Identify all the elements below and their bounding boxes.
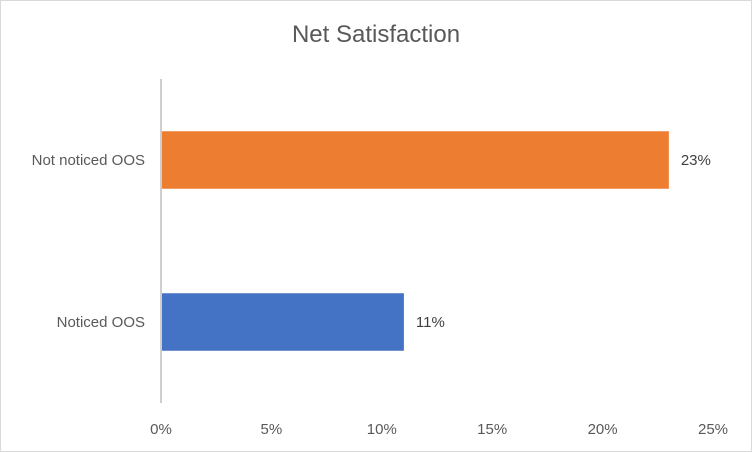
- bar-0: [162, 131, 669, 189]
- data-label-1: 11%: [416, 314, 445, 331]
- category-label-1: Noticed OOS: [57, 314, 145, 331]
- x-tick-label-0: 0%: [150, 421, 172, 438]
- x-axis-ticks: 0% 5% 10% 15% 20% 25%: [150, 421, 728, 438]
- category-label-0: Not noticed OOS: [32, 152, 145, 169]
- chart-title: Net Satisfaction: [291, 21, 461, 48]
- x-tick-label-2: 10%: [367, 421, 397, 438]
- x-tick-label-1: 5%: [261, 421, 283, 438]
- x-tick-label-4: 20%: [588, 421, 618, 438]
- bar-1: [162, 293, 404, 351]
- bars-layer: [162, 131, 669, 351]
- data-label-0: 23%: [681, 152, 711, 169]
- labels-layer: Not noticed OOS 23% Noticed OOS 11%: [32, 152, 711, 331]
- x-tick-label-5: 25%: [698, 421, 728, 438]
- x-tick-label-3: 15%: [477, 421, 507, 438]
